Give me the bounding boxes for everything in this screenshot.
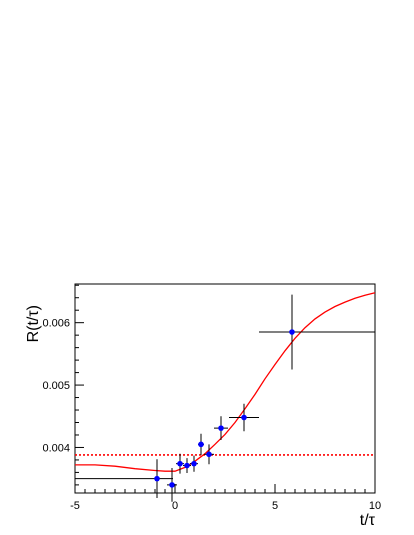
y-tick-label: 0.006 — [42, 318, 70, 330]
y-axis-title: R(t/τ) — [25, 305, 42, 342]
point-marker — [241, 414, 247, 421]
data-point — [190, 455, 198, 472]
y-tick-label: 0.004 — [42, 442, 70, 454]
data-point — [176, 453, 184, 474]
data-points-layer — [75, 294, 375, 502]
point-marker — [218, 425, 224, 431]
x-axis-title: t/τ — [360, 512, 376, 529]
data-point — [259, 294, 375, 370]
x-tick-label: 10 — [369, 500, 381, 512]
x-tick-label: -5 — [70, 500, 80, 512]
y-tick-label: 0.005 — [42, 380, 70, 392]
data-point — [214, 416, 228, 440]
data-point — [204, 444, 214, 465]
point-marker — [206, 451, 212, 458]
data-point — [183, 458, 191, 474]
point-marker — [289, 329, 295, 335]
fit-curve — [75, 292, 376, 472]
data-point — [229, 403, 259, 432]
point-marker — [177, 460, 183, 467]
point-marker — [169, 482, 175, 488]
data-point — [198, 433, 204, 455]
point-marker — [198, 441, 204, 448]
data-point — [75, 459, 173, 498]
point-marker — [154, 475, 160, 482]
ticks-layer: -5 0 5 10 0.004 0.005 0.006 — [42, 284, 381, 512]
x-tick-label: 0 — [172, 500, 178, 512]
point-marker — [184, 462, 190, 469]
x-tick-label: 5 — [272, 500, 278, 512]
fit-curve-layer — [75, 292, 376, 472]
point-marker — [191, 460, 197, 467]
plot-frame — [74, 283, 376, 494]
